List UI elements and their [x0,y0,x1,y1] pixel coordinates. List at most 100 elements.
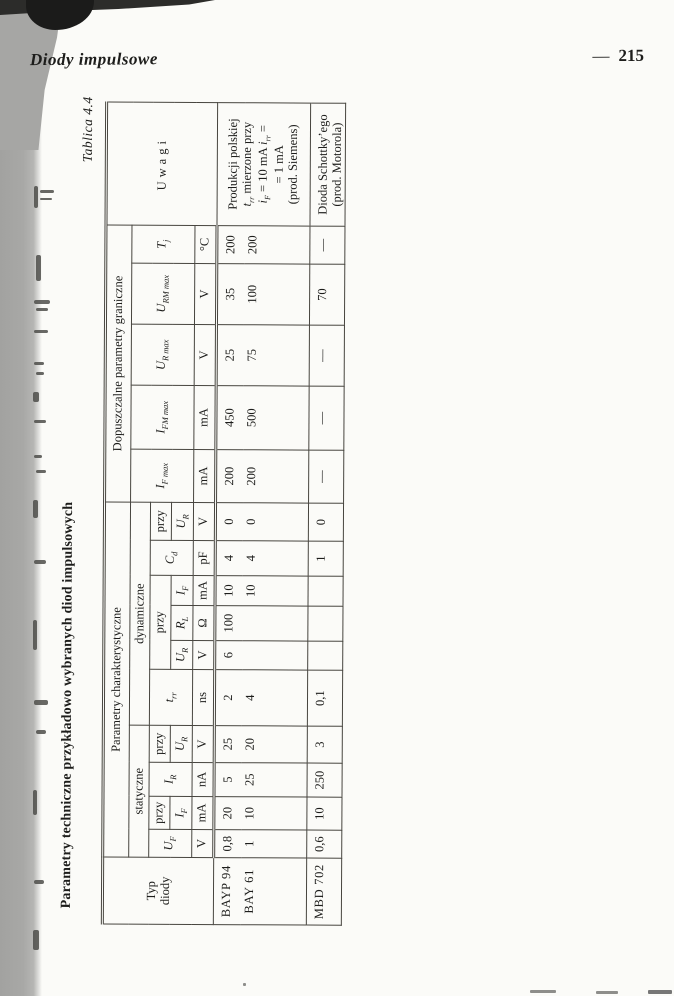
header-ifmmax: IFM max [130,385,195,450]
bleed-mark [34,880,44,884]
unit-cell: V [192,725,215,763]
cell-value: 200 [242,449,309,504]
cell-value: 450 [215,385,244,450]
unit-cell: mA [193,575,216,606]
bleed-mark [34,300,50,304]
bleed-mark [33,392,39,402]
header-trr: trr [149,669,193,726]
cell-value: 1 [308,541,343,577]
unit-cell: Ω [192,605,215,641]
cell-value: 20 [241,725,308,764]
bleed-mark [34,420,46,423]
cell-value [241,605,308,642]
cell-value: 6 [214,640,242,670]
header-ur: UR [170,640,193,670]
header-uwagi: Uwagi [105,101,218,226]
scan-speck [243,983,246,986]
cell-value: 0 [308,503,344,542]
bleed-mark [34,186,38,208]
running-title: Diody impulsowe [29,49,158,70]
parameters-table-mount: Typ diody Parametry charakterystyczne Dopus… [54,94,346,926]
bleed-mark [34,330,48,333]
cell-value: 2 [214,669,242,726]
cell-value: 10 [306,797,342,831]
unit-cell: mA [193,385,217,450]
header-cd: Cd [150,540,194,576]
cell-value: 100 [214,605,242,641]
header-rl: RL [170,605,194,641]
page-number: — 215 [592,46,644,66]
cell-value: — [308,386,344,451]
cell-typ: MBD 702 [306,858,342,926]
cell-value: 500 [242,385,310,451]
unit-cell: mA [191,796,214,830]
cell-value: 4 [215,540,243,576]
bleed-mark [40,190,54,193]
table-head: Typ diody Parametry charakterystyczne Dopus… [102,101,218,925]
bleed-mark [34,362,44,365]
bleed-mark [33,620,37,650]
uwagi-note-group: Produkcji polskiej trr mierzone przy iF = … [216,102,311,226]
unit-cell: V [191,829,214,858]
bleed-mark [40,198,52,200]
cell-value: 0 [215,502,243,541]
cell-value: 4 [241,669,308,727]
header-przy: przy [148,796,171,830]
cell-value: — [309,225,345,265]
bleed-mark [36,308,48,311]
data-row: BAY 61 1 10 25 20 4 10 4 0 200 500 75 100 200 [240,103,310,926]
header-przy: przy [150,502,172,541]
cell-value: 10 [240,796,307,831]
parameters-table: Typ diody Parametry charakterystyczne Dopus… [100,101,346,926]
bleed-mark [36,255,41,281]
scan-mark-bottom [530,990,556,993]
header-dopuszczalne-parametry-graniczne: Dopuszczalne parametry graniczne [104,224,132,503]
table-caption: Tablica 4.4 [79,96,96,163]
scan-mark-bottom [648,990,672,994]
header-typ-diody: Typ diody [102,856,214,925]
cell-value: 25 [240,762,308,798]
header-ifmax: IF max [130,449,194,503]
rotated-table-block: Parametry techniczne przykładowo wybrany… [54,94,348,926]
data-row: MBD 702 0,6 10 250 3 0,1 1 0— — —70— Dioda Schottk… [306,102,346,926]
cell-value: 5 [213,762,242,797]
cell-value: 25 [214,725,242,763]
cell-value [307,576,343,607]
cell-value: 0,1 [307,670,343,727]
cell-value: 70 [309,264,345,326]
unit-cell: pF [193,540,216,576]
cell-value [241,640,308,671]
header-if: IF [171,575,194,606]
bleed-mark [34,455,42,458]
cell-value: 100 [243,263,310,326]
bleed-mark [36,730,46,734]
cell-value: 1 [240,829,307,859]
cell-value: 0,8 [213,829,241,858]
bleed-mark [34,560,46,564]
header-ur: UR [171,502,194,541]
header-przy: przy [149,575,172,670]
table-title: Parametry techniczne przykładowo wybrany… [58,501,77,909]
cell-typ: BAYP 94 [213,857,241,925]
bleed-mark [36,470,46,473]
cell-typ: BAY 61 [240,857,307,926]
header-tj: Tj [131,225,195,264]
unit-cell: V [193,502,216,541]
header-przy: przy [149,725,171,763]
header-statyczne: statyczne [128,725,150,858]
cell-value: 200 [243,225,310,265]
table-body: BAYP 94 0,8 20 5 25 2 6 100 10 4 0 200 450 25 35 200 Pro… [213,102,346,926]
bleed-mark [33,790,37,815]
cell-value: 10 [214,575,243,606]
header-parametry-charakterystyczne: Parametry charakterystyczne [102,501,131,858]
cell-value: 4 [242,540,309,577]
header-uf: UF [148,829,192,858]
cell-value: 75 [243,324,310,387]
uwagi-note-mbd: Dioda Schottky’ego (prod. Motorola) [309,102,346,227]
header-dynamiczne: dynamiczne [129,502,151,726]
unit-cell: mA [193,449,216,503]
page-number-dash: — [592,46,610,66]
spine-shadow-band [0,0,42,996]
cell-value: 200 [215,449,243,503]
